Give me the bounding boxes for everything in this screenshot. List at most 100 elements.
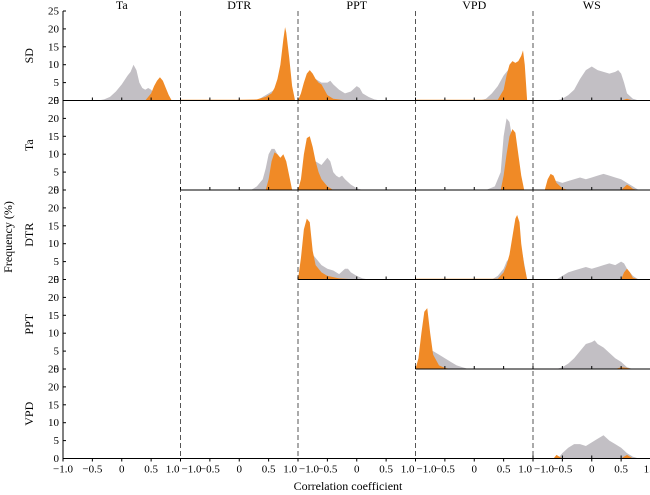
x-tick-label: 1.0 [518, 464, 532, 476]
panel-dtr-2-ppt [298, 218, 369, 280]
panel-ta-1-ppt [298, 136, 363, 190]
y-tick-label: 20 [48, 23, 60, 35]
x-tick-label: −1.0 [534, 464, 554, 476]
y-tick-label: 0 [54, 185, 60, 197]
x-axis-label: Correlation coefficient [294, 479, 403, 493]
row-labels: SD Ta DTR PPT VPD [22, 48, 36, 426]
y-tick-label: 20 [48, 113, 60, 125]
area-orange-dtr-2-ws [621, 268, 639, 280]
area-orange-dtr-2-vpd [415, 215, 528, 280]
panel-sd-0-ppt [298, 70, 416, 101]
x-tick-label: 0.5 [262, 464, 276, 476]
area-orange-ta-1-ppt [298, 136, 334, 190]
y-tick-labels: 0510152025051015202505101520250510152025… [48, 6, 60, 466]
area-orange-ta-1-dtr [265, 152, 293, 190]
panel-dtr-2-ws [556, 261, 639, 280]
y-tick-label: 20 [48, 292, 60, 304]
area-gray-vpd-4-ws [556, 435, 639, 459]
panel-sd-0-vpd [415, 50, 528, 101]
panel-ppt-3-ws [556, 340, 633, 369]
x-tick-label: 1.0 [644, 464, 650, 476]
area-gray-sd-0-ta [98, 64, 169, 101]
area-gray-sd-0-ws [556, 66, 639, 101]
area-orange-ta-1-ws [544, 173, 639, 190]
column-title-ppt: PPT [346, 0, 367, 12]
area-gray-dtr-2-ws [556, 261, 639, 280]
area-gray-ta-1-ws [544, 173, 639, 190]
panel-dtr-2-vpd [415, 215, 528, 280]
x-tick-label: 0 [472, 464, 478, 476]
column-title-vpd: VPD [462, 0, 486, 12]
x-tick-label: −1.0 [417, 464, 437, 476]
x-tick-label: −0.5 [317, 464, 337, 476]
y-tick-label: 5 [54, 77, 60, 89]
y-tick-label: 15 [48, 131, 60, 143]
y-axis-label: Frequency (%) [1, 201, 15, 273]
area-orange-dtr-2-ppt [298, 218, 357, 280]
panel-ta-1-dtr [251, 148, 293, 190]
panels [98, 27, 639, 459]
y-tick-label: 5 [54, 435, 60, 447]
x-tick-label: −0.5 [82, 464, 102, 476]
y-tick-label: 10 [48, 59, 60, 71]
axes [62, 10, 650, 462]
x-tick-label: 1.0 [283, 464, 297, 476]
y-tick-label: 0 [54, 364, 60, 376]
x-tick-label: 0.5 [497, 464, 511, 476]
panel-vpd-4-ws [553, 435, 639, 459]
area-orange-ppt-3-vpd [415, 308, 451, 369]
panel-ppt-3-vpd [415, 308, 469, 369]
x-tick-label: 0.5 [144, 464, 158, 476]
x-tick-label: 0 [119, 464, 125, 476]
area-gray-ppt-3-ws [556, 340, 633, 369]
y-tick-label: 20 [48, 381, 60, 393]
y-tick-label: 15 [48, 220, 60, 232]
row-label-ta-1: Ta [22, 139, 36, 151]
x-tick-labels: −1.0 −0.5 0 0.5 1.0 −1.0−0.5 0 0.5 1.0 −1.0−0.5 0 0… [53, 464, 650, 476]
y-tick-label: 25 [48, 274, 60, 286]
x-tick-label: 1.0 [166, 464, 180, 476]
x-tick-label: −0.5 [552, 464, 572, 476]
x-tick-label: 0 [589, 464, 595, 476]
x-tick-label: −1.0 [299, 464, 319, 476]
area-orange-ta-1-vpd [500, 129, 525, 190]
panel-sd-0-dtr [180, 27, 296, 101]
y-tick-label: 10 [48, 238, 60, 250]
x-tick-label: 1.0 [401, 464, 415, 476]
column-title-dtr: DTR [227, 0, 251, 12]
x-tick-label: 0.5 [379, 464, 393, 476]
y-tick-label: 25 [48, 6, 60, 18]
y-tick-label: 10 [48, 417, 60, 429]
area-orange-sd-0-vpd [415, 50, 528, 101]
x-tick-label: −0.5 [200, 464, 220, 476]
y-tick-label: 5 [54, 346, 60, 358]
y-tick-label: 0 [54, 274, 60, 286]
row-label-sd-0: SD [22, 48, 36, 64]
y-tick-label: 10 [48, 149, 60, 161]
y-tick-label: 25 [48, 95, 60, 107]
x-tick-label: −0.5 [435, 464, 455, 476]
area-orange-sd-0-ta [145, 77, 172, 101]
panel-sd-0-ta [98, 64, 172, 101]
panel-ta-1-ws [544, 173, 639, 190]
area-orange-sd-0-dtr [180, 27, 296, 101]
x-tick-label: −1.0 [53, 464, 73, 476]
y-tick-label: 15 [48, 399, 60, 411]
y-tick-label: 15 [48, 310, 60, 322]
y-tick-label: 0 [54, 95, 60, 107]
y-tick-label: 10 [48, 328, 60, 340]
y-tick-label: 25 [48, 185, 60, 197]
panel-ta-1-vpd [486, 118, 525, 190]
column-title-ws: WS [583, 0, 601, 12]
area-orange-sd-0-ppt [298, 70, 416, 101]
y-tick-label: 15 [48, 41, 60, 53]
row-label-dtr-2: DTR [22, 223, 36, 247]
x-tick-label: 0 [354, 464, 360, 476]
y-tick-label: 25 [48, 364, 60, 376]
y-tick-label: 5 [54, 167, 60, 179]
row-label-vpd-4: VPD [22, 401, 36, 425]
x-tick-label: 0.5 [614, 464, 628, 476]
column-titles: Ta DTR PPT VPD WS [116, 0, 601, 12]
column-title-ta: Ta [116, 0, 128, 12]
